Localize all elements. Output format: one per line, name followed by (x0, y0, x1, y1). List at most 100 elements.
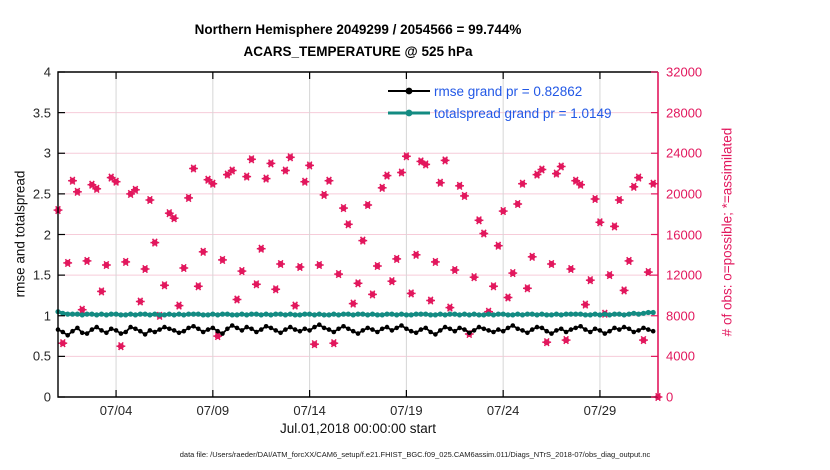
rmse-line-sample-icon (388, 87, 430, 95)
legend-label-rmse: rmse grand pr = 0.82862 (434, 83, 583, 99)
obs-marker (232, 295, 242, 304)
obs-marker (377, 183, 387, 192)
obs-marker (513, 199, 523, 209)
tick-marks (58, 71, 658, 398)
obs-marker (222, 170, 232, 179)
obs-marker (87, 180, 97, 189)
obs-marker (561, 335, 571, 345)
obs-marker (324, 176, 334, 185)
obs-count-markers (53, 152, 663, 402)
obs-marker (295, 262, 305, 272)
obs-marker (237, 266, 247, 276)
obs-marker (503, 293, 513, 302)
obs-marker (256, 244, 266, 253)
obs-marker (585, 276, 595, 285)
obs-marker (542, 338, 552, 347)
obs-marker (82, 256, 92, 266)
obs-marker (392, 254, 402, 264)
obs-marker (397, 168, 406, 177)
obs-marker (271, 285, 281, 294)
obs-marker (348, 299, 358, 308)
obs-marker (247, 155, 256, 164)
obs-marker (382, 171, 392, 180)
x-tick-label: 07/29 (583, 403, 617, 418)
obs-marker (450, 265, 460, 275)
left-tick-label: 1.5 (32, 267, 51, 283)
horizontal-gridlines (58, 112, 658, 357)
obs-marker (372, 261, 382, 271)
obs-marker (551, 169, 561, 178)
obs-marker (334, 269, 344, 279)
obs-marker (639, 335, 648, 345)
obs-marker (498, 206, 508, 216)
obs-marker (208, 179, 218, 188)
obs-marker (329, 339, 339, 348)
obs-marker (111, 177, 121, 186)
legend-entry-rmse: rmse grand pr = 0.82862 (388, 80, 612, 102)
obs-marker (339, 203, 348, 213)
obs-marker (169, 214, 179, 223)
legend-entry-totalspread: totalspread grand pr = 1.0149 (388, 102, 612, 124)
obs-marker (198, 247, 208, 256)
legend-label-totalspread: totalspread grand pr = 1.0149 (434, 105, 612, 121)
obs-marker (140, 264, 150, 274)
right-tick-label: 32000 (666, 64, 703, 80)
left-tick-label: 0 (43, 389, 51, 405)
obs-marker (77, 305, 87, 314)
obs-marker (426, 296, 436, 305)
obs-marker (58, 339, 68, 348)
obs-marker (455, 181, 465, 190)
right-tick-label: 0 (666, 389, 674, 405)
obs-marker (368, 290, 377, 299)
obs-marker (527, 252, 537, 261)
x-tick-label: 07/14 (293, 403, 326, 418)
left-tick-label: 2 (43, 227, 51, 242)
x-axis-label: Jul.01,2018 00:00:00 start (279, 421, 437, 436)
rmse-line (55, 322, 656, 338)
obs-marker (614, 195, 624, 205)
obs-marker (590, 194, 600, 204)
obs-marker (556, 162, 566, 171)
obs-marker (126, 189, 135, 199)
obs-marker (266, 159, 276, 168)
obs-marker (97, 287, 106, 296)
obs-marker (179, 263, 189, 273)
obs-marker (629, 182, 639, 191)
obs-marker (300, 177, 310, 186)
obs-marker (435, 178, 445, 187)
obs-marker (643, 267, 653, 277)
right-tick-label: 24000 (666, 145, 703, 161)
obs-marker (343, 220, 353, 229)
x-tick-label: 07/19 (390, 403, 423, 418)
left-tick-label: 0.5 (32, 348, 51, 364)
obs-marker (285, 153, 295, 162)
obs-marker (595, 218, 605, 227)
right-tick-label: 8000 (666, 308, 695, 324)
obs-marker (387, 277, 397, 286)
obs-marker (106, 173, 116, 182)
obs-marker (358, 236, 368, 245)
obs-marker (305, 161, 315, 170)
obs-marker (116, 342, 126, 351)
plot-canvas (53, 71, 663, 402)
obs-marker (184, 193, 194, 203)
obs-marker (518, 179, 527, 188)
right-axis-label: # of obs: o=possible; *=assimilated (719, 127, 735, 337)
right-tick-label: 4000 (666, 348, 695, 364)
left-axis-label: rmse and totalspread (12, 170, 28, 298)
obs-marker (363, 200, 373, 210)
obs-marker (581, 300, 590, 309)
right-tick-label: 20000 (666, 186, 703, 202)
obs-marker (218, 255, 227, 265)
obs-marker (571, 176, 581, 185)
obs-marker (401, 152, 411, 161)
obs-marker (619, 286, 629, 295)
chart-title-line1: Northern Hemisphere 2049299 / 2054566 = … (194, 22, 522, 37)
obs-marker (566, 264, 576, 274)
obs-marker (493, 241, 503, 250)
obs-marker (406, 289, 416, 298)
obs-marker (63, 258, 73, 268)
x-tick-label: 07/24 (486, 403, 520, 418)
obs-marker (251, 280, 261, 289)
